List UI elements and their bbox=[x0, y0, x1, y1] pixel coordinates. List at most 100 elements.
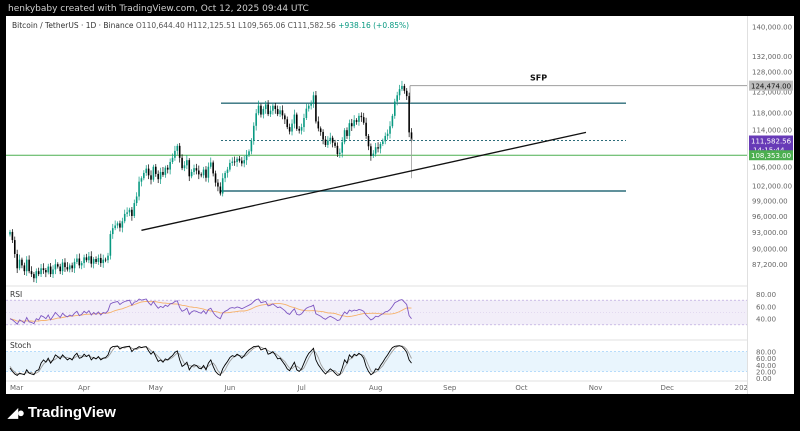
rsi-band bbox=[6, 300, 754, 325]
candle-body-159 bbox=[389, 126, 391, 134]
candle-body-45 bbox=[116, 223, 119, 226]
candle-body-63 bbox=[159, 171, 162, 180]
candle-body-0 bbox=[9, 231, 11, 235]
candle-body-36 bbox=[95, 259, 97, 262]
candle-body-125 bbox=[307, 105, 310, 109]
candle-body-26 bbox=[71, 265, 73, 269]
time-tick-10: 202 bbox=[735, 384, 748, 392]
candle-body-136 bbox=[334, 142, 336, 146]
candle-body-162 bbox=[396, 95, 398, 102]
candle-body-90 bbox=[224, 172, 226, 179]
candle-body-37 bbox=[97, 257, 100, 262]
candle-body-129 bbox=[317, 121, 320, 129]
candle-body-134 bbox=[329, 137, 332, 141]
candle-body-10 bbox=[33, 274, 35, 279]
time-tick-8: Nov bbox=[589, 384, 603, 392]
candle-body-86 bbox=[214, 173, 217, 183]
candle-body-163 bbox=[398, 89, 401, 96]
rsi-tick-1: 60.00 bbox=[756, 303, 776, 311]
label-support: 108,353.00 bbox=[751, 152, 791, 160]
legend-close: C111,582.56 bbox=[287, 21, 336, 30]
candle-body-29 bbox=[78, 258, 81, 266]
rsi-label: RSI bbox=[10, 290, 22, 299]
legend-change: +938.16 (+0.85%) bbox=[338, 21, 410, 30]
candle-body-81 bbox=[202, 169, 205, 176]
candle-body-116 bbox=[286, 119, 289, 128]
candle-body-155 bbox=[379, 144, 382, 149]
time-tick-2: May bbox=[149, 384, 163, 392]
candle-body-92 bbox=[229, 162, 231, 170]
candle-body-40 bbox=[104, 259, 107, 261]
candle-body-166 bbox=[405, 90, 408, 97]
label-swing-high: 124,474.00 bbox=[751, 83, 791, 91]
candle-body-135 bbox=[331, 137, 334, 143]
price-axis[interactable]: 140,000.00 132,000.00 128,000.00 123,000.00… bbox=[747, 16, 794, 394]
candle-body-25 bbox=[68, 265, 71, 270]
candle-body-146 bbox=[358, 115, 360, 122]
candle-body-98 bbox=[243, 160, 246, 164]
candle-body-114 bbox=[281, 110, 284, 116]
chart-pane[interactable]: SFP RSI Stoch Mar Apr May Jun Jul Aug Sep Oct Nov De… bbox=[6, 16, 754, 394]
legend-open: O110,644.40 bbox=[135, 21, 185, 30]
chart-svg[interactable]: SFP RSI Stoch Mar Apr May Jun Jul Aug Sep Oct Nov De… bbox=[6, 16, 754, 394]
candle-body-123 bbox=[303, 117, 305, 128]
time-tick-7: Oct bbox=[515, 384, 527, 392]
brand-name: TradingView bbox=[27, 404, 116, 421]
label-support-bg bbox=[749, 150, 793, 161]
candle-body-128 bbox=[315, 95, 317, 122]
legend-high: H112,125.51 bbox=[187, 21, 236, 30]
candle-body-1 bbox=[11, 231, 14, 241]
price-axis-svg: 140,000.00 132,000.00 128,000.00 123,000.00… bbox=[749, 24, 793, 383]
candle-body-39 bbox=[102, 259, 105, 264]
candle-body-48 bbox=[123, 213, 126, 222]
candle-body-161 bbox=[393, 101, 396, 116]
candle-body-150 bbox=[367, 135, 370, 147]
price-tick-8: 102,000.00 bbox=[752, 183, 792, 191]
candle-body-16 bbox=[47, 266, 50, 273]
candle-body-93 bbox=[231, 161, 234, 163]
candle-body-35 bbox=[92, 259, 95, 264]
candle-body-8 bbox=[28, 259, 30, 272]
candle-body-106 bbox=[262, 109, 265, 115]
candle-body-73 bbox=[183, 165, 186, 169]
candle-body-113 bbox=[279, 110, 281, 115]
candle-body-76 bbox=[190, 171, 193, 177]
candle-body-2 bbox=[13, 240, 16, 254]
tradingview-brand[interactable]: ◢● TradingView bbox=[8, 404, 116, 421]
price-tick-12: 90,000.00 bbox=[752, 245, 788, 253]
candle-body-140 bbox=[343, 130, 346, 143]
candle-body-149 bbox=[365, 122, 367, 136]
label-swing-high-bg bbox=[749, 80, 793, 91]
candle-body-61 bbox=[154, 166, 157, 174]
symbol-name[interactable]: Bitcoin / TetherUS · 1D · Binance bbox=[12, 21, 134, 30]
candle-body-133 bbox=[327, 140, 329, 145]
candle-body-105 bbox=[260, 105, 262, 115]
candle-body-68 bbox=[171, 157, 174, 163]
candle-body-27 bbox=[73, 261, 76, 269]
candle-body-3 bbox=[16, 253, 18, 269]
candle-body-156 bbox=[382, 141, 384, 145]
candle-body-49 bbox=[126, 212, 128, 214]
time-tick-9: Dec bbox=[660, 384, 674, 392]
candle-body-109 bbox=[269, 110, 272, 115]
candle-body-124 bbox=[305, 108, 308, 118]
rsi-line bbox=[9, 298, 412, 325]
price-tick-2: 128,000.00 bbox=[752, 69, 792, 77]
candle-body-23 bbox=[64, 262, 66, 268]
stoch-tick-2: 40.00 bbox=[756, 362, 776, 370]
candle-body-47 bbox=[121, 221, 124, 228]
candle-body-91 bbox=[226, 169, 229, 173]
candle-body-132 bbox=[324, 139, 327, 145]
candle-body-55 bbox=[140, 178, 143, 182]
candle-body-99 bbox=[245, 155, 248, 161]
candle-body-80 bbox=[200, 174, 202, 176]
candle-body-5 bbox=[21, 259, 23, 266]
candle-body-103 bbox=[255, 113, 257, 126]
candle-body-56 bbox=[143, 172, 145, 179]
candle-body-154 bbox=[377, 147, 379, 149]
candle-body-101 bbox=[250, 140, 253, 152]
candle-body-51 bbox=[131, 209, 133, 216]
candle-body-143 bbox=[350, 123, 353, 127]
candle-body-9 bbox=[30, 271, 33, 275]
candle-body-164 bbox=[401, 85, 403, 90]
